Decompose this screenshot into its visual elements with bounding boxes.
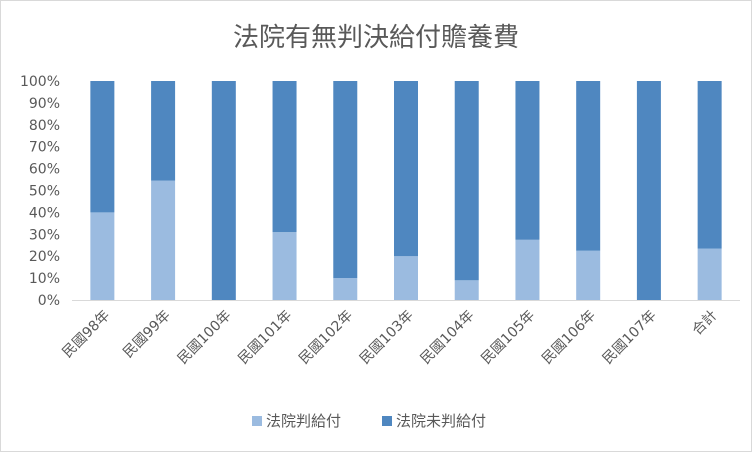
bar-segment-not-judged [151,81,176,181]
x-tick-label: 民國102年 [296,308,356,368]
x-tick-label: 民國99年 [120,308,174,362]
bar-segment-judged [272,232,297,300]
bar-segment-not-judged [211,81,236,300]
bar-segment-not-judged [697,81,722,249]
legend-label: 法院未判給付 [396,412,486,430]
bars [90,81,722,300]
legend-swatch [252,416,262,426]
legend: 法院判給付 法院未判給付 [252,412,486,430]
y-tick-label: 0% [38,293,60,309]
bar-segment-not-judged [90,81,115,213]
legend-label: 法院判給付 [266,412,341,430]
x-tick-label: 民國103年 [357,308,417,368]
y-tick-label: 90% [29,96,60,112]
y-tick-label: 70% [29,140,60,156]
bar-segment-judged [454,280,479,300]
y-tick-label: 60% [29,162,60,178]
y-tick-label: 10% [29,271,60,287]
x-tick-label: 民國101年 [235,308,295,368]
bar-segment-judged [394,256,418,300]
bar-segment-judged [515,239,540,300]
bar-segment-judged [90,212,115,300]
x-axis: 民國98年 民國99年 民國100年 民國101年 民國102年 民國103年 民國104年… [60,300,740,368]
bar-segment-not-judged [636,81,661,300]
y-tick-label: 50% [29,184,60,200]
legend-swatch [382,416,392,426]
x-tick-label: 民國104年 [418,308,478,368]
bar-segment-not-judged [333,81,358,279]
x-tick-label: 民國107年 [600,308,660,368]
x-tick-label: 民國106年 [539,308,599,368]
x-tick-label: 民國98年 [60,308,114,362]
y-tick-label: 20% [29,249,60,265]
bar-segment-not-judged [515,81,540,240]
bar-segment-not-judged [576,81,601,251]
x-tick-label: 民國105年 [478,308,538,368]
y-tick-label: 80% [29,118,60,134]
bar-segment-not-judged [394,81,418,257]
x-tick-label: 合計 [689,308,720,339]
y-tick-label: 100% [20,74,60,90]
x-tick-label: 民國100年 [175,308,235,368]
chart-title: 法院有無判決給付贍養費 [233,23,519,53]
y-axis: 0% 10% 20% 30% 40% 50% 60% 70% 80% 90% 100% [20,74,60,309]
bar-segment-judged [333,278,358,300]
y-tick-label: 40% [29,205,60,221]
bar-segment-judged [697,248,722,300]
bar-segment-not-judged [272,81,297,233]
bar-segment-judged [151,180,176,300]
bar-segment-judged [576,250,601,300]
bar-segment-not-judged [454,81,479,281]
y-tick-label: 30% [29,227,60,243]
